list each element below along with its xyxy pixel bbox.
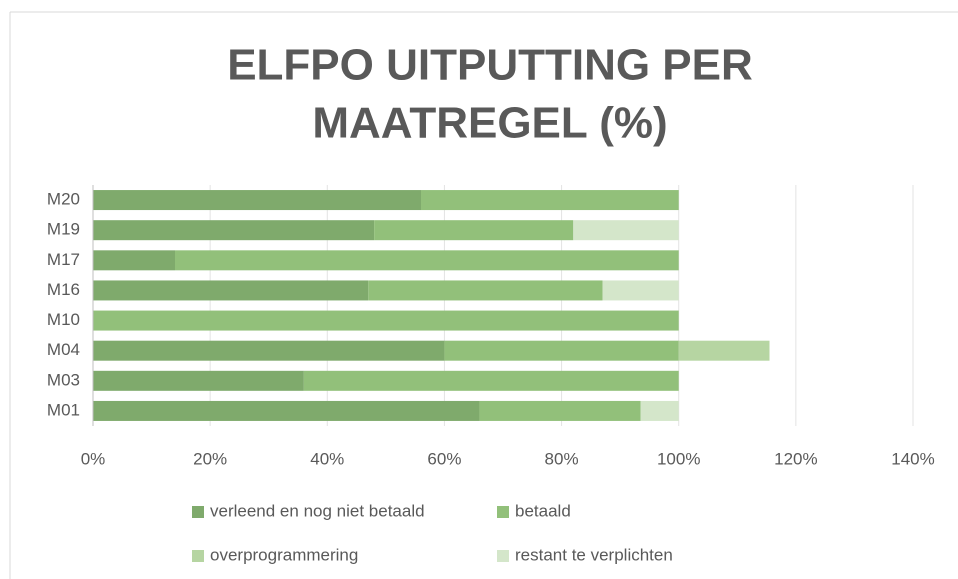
x-tick-label: 140% bbox=[891, 449, 934, 468]
bar-segment bbox=[93, 370, 304, 391]
x-tick-label: 100% bbox=[657, 449, 700, 468]
x-tick-label: 80% bbox=[545, 449, 579, 468]
y-tick-label: M17 bbox=[47, 250, 80, 269]
bar-segment bbox=[640, 400, 679, 421]
bar-segment bbox=[93, 220, 375, 241]
y-tick-label: M04 bbox=[47, 340, 80, 359]
bar-segment bbox=[602, 280, 679, 301]
bar-segment bbox=[93, 310, 679, 331]
x-tick-label: 40% bbox=[310, 449, 344, 468]
bar-segment bbox=[479, 400, 641, 421]
legend-swatch bbox=[192, 550, 204, 562]
legend-label: verleend en nog niet betaald bbox=[210, 501, 425, 520]
y-tick-label: M10 bbox=[47, 310, 80, 329]
legend-swatch bbox=[497, 550, 509, 562]
legend-label: restant te verplichten bbox=[515, 545, 673, 564]
x-tick-label: 0% bbox=[81, 449, 106, 468]
legend-label: betaald bbox=[515, 501, 571, 520]
bar-segment bbox=[678, 340, 770, 361]
bar-segment bbox=[93, 400, 480, 421]
bar-segment bbox=[93, 340, 445, 361]
y-tick-label: M19 bbox=[47, 220, 80, 239]
x-tick-label: 60% bbox=[427, 449, 461, 468]
y-tick-label: M01 bbox=[47, 400, 80, 419]
bar-segment bbox=[93, 280, 369, 301]
chart-title: MAATREGEL (%) bbox=[312, 99, 667, 148]
bar-segment bbox=[93, 190, 421, 211]
bar-segment bbox=[368, 280, 603, 301]
bar-segment bbox=[573, 220, 679, 241]
bar-segment bbox=[374, 220, 574, 241]
bar-segment bbox=[303, 370, 679, 391]
y-tick-label: M20 bbox=[47, 190, 80, 209]
y-tick-label: M03 bbox=[47, 370, 80, 389]
bar-segment bbox=[444, 340, 679, 361]
legend-label: overprogrammering bbox=[210, 545, 358, 564]
bar-segment bbox=[175, 250, 679, 271]
y-tick-label: M16 bbox=[47, 280, 80, 299]
x-tick-label: 20% bbox=[193, 449, 227, 468]
legend-swatch bbox=[497, 506, 509, 518]
x-tick-label: 120% bbox=[774, 449, 817, 468]
chart-title: ELFPO UITPUTTING PER bbox=[227, 41, 753, 90]
bar-segment bbox=[421, 190, 679, 211]
bar-segment bbox=[93, 250, 175, 271]
legend-swatch bbox=[192, 506, 204, 518]
